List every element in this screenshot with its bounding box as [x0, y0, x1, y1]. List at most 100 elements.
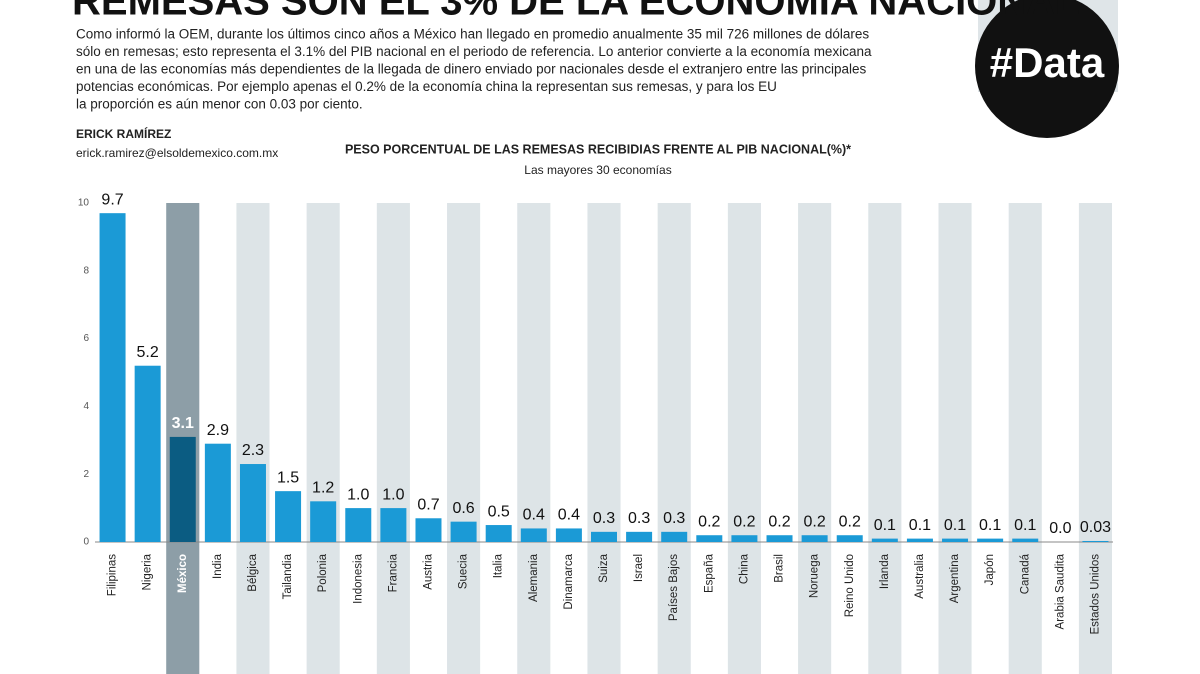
column-stripe [236, 203, 270, 674]
x-tick-label: Canadá [1019, 553, 1031, 594]
value-label: 5.2 [137, 344, 159, 361]
value-label: 2.3 [242, 442, 264, 459]
x-tick-label: Arabia Saudita [1054, 553, 1066, 629]
bar [591, 531, 617, 542]
body-text: Como informó la OEM, durante los últimos… [76, 27, 872, 112]
x-tick-label: India [212, 553, 224, 579]
email: erick.ramirez@elsoldemexico.com.mx [76, 146, 278, 160]
bar [766, 535, 793, 542]
x-tick-label: Argentina [949, 553, 961, 603]
value-label: 0.2 [733, 513, 755, 530]
value-label: 0.1 [909, 517, 931, 534]
column-stripe [868, 203, 902, 674]
badge-circle [975, 0, 1119, 138]
y-tick-label: 8 [83, 265, 89, 276]
x-tick-label: Italia [493, 553, 505, 578]
x-tick-label: Bélgica [247, 553, 259, 591]
bar [275, 491, 302, 542]
bar [450, 521, 477, 542]
column-stripe [657, 203, 691, 674]
x-tick-label: Australia [914, 553, 926, 598]
plot: 0 2 4 6 8 10 9.7 Filipinas 5.2 Nigeria 3.1 México 2.… [78, 191, 1113, 674]
bar [520, 528, 547, 542]
value-label: 3.1 [172, 415, 194, 432]
y-tick-label: 0 [83, 537, 89, 548]
value-label: 0.3 [593, 510, 615, 527]
y-tick-label: 6 [83, 333, 89, 344]
body-line: potencias económicas. Por ejemplo apenas… [76, 79, 777, 94]
bar [1012, 538, 1039, 542]
x-tick-label: Polonia [317, 553, 329, 592]
x-tick-label: China [738, 553, 750, 584]
body-line: sólo en remesas; esto representa el 3.1%… [76, 44, 872, 59]
bar [134, 365, 161, 542]
x-tick-label: Filipinas [107, 554, 119, 596]
bar [801, 535, 828, 542]
value-label: 1.2 [312, 480, 334, 497]
bar [626, 531, 653, 542]
value-label: 0.4 [558, 507, 580, 524]
body-line: en una de las economías más dependientes… [76, 62, 867, 77]
column-stripe [306, 203, 340, 674]
bar [661, 531, 688, 542]
y-tick-label: 2 [83, 469, 89, 480]
x-tick-label: Estados Unidos [1089, 554, 1101, 635]
column-stripe [1008, 203, 1042, 674]
value-label: 0.2 [839, 513, 861, 530]
value-label: 0.6 [452, 500, 474, 517]
author: ERICK RAMÍREZ [76, 126, 171, 141]
bar [380, 508, 407, 542]
chart-subtitle: Las mayores 30 economías [524, 163, 671, 177]
column-stripe [798, 203, 832, 674]
chart-title: PESO PORCENTUAL DE LAS REMESAS RECIBIDIA… [345, 142, 851, 156]
x-tick-label: España [703, 553, 715, 593]
bar [310, 501, 337, 542]
bar [696, 535, 723, 542]
body-line: Como informó la OEM, durante los últimos… [76, 27, 869, 42]
y-tick-label: 4 [83, 401, 89, 412]
x-tick-label: Alemania [528, 553, 540, 602]
x-tick-label: Indonesia [352, 553, 364, 603]
x-tick-label: Suecia [458, 553, 470, 589]
bar [731, 535, 758, 542]
column-stripe [938, 203, 972, 674]
bar [942, 538, 969, 542]
bar [415, 518, 442, 542]
x-tick-label: Países Bajos [668, 554, 680, 621]
x-tick-label: Japón [984, 554, 996, 585]
value-label: 0.3 [663, 510, 685, 527]
value-label: 1.5 [277, 469, 299, 486]
bar [906, 538, 933, 542]
column-stripe [447, 203, 481, 674]
x-tick-label: Noruega [809, 553, 821, 598]
body-line: la proporción es aún menor con 0.03 por … [76, 97, 363, 112]
bar [977, 538, 1004, 542]
value-label: 0.7 [417, 496, 439, 513]
column-stripe [376, 203, 410, 674]
bar [485, 525, 512, 542]
column-stripe [1078, 203, 1112, 674]
x-tick-label: Suiza [598, 553, 610, 582]
x-tick-label: Dinamarca [563, 553, 575, 609]
value-label: 0.1 [1014, 517, 1036, 534]
bar [836, 535, 863, 542]
column-stripe [587, 203, 621, 674]
value-label: 1.0 [382, 486, 404, 503]
y-tick-label: 10 [78, 198, 90, 209]
bar [204, 443, 231, 542]
bar [239, 464, 266, 542]
x-tick-label: Brasil [774, 554, 786, 583]
bar [1082, 540, 1109, 542]
value-label: 0.1 [944, 517, 966, 534]
value-label: 0.2 [698, 513, 720, 530]
value-label: 0.4 [523, 507, 545, 524]
value-label: 0.1 [874, 517, 896, 534]
x-tick-label: Israel [633, 554, 645, 582]
bar [555, 528, 582, 542]
value-label: 0.3 [628, 510, 650, 527]
value-label: 0.1 [979, 517, 1001, 534]
value-label: 2.9 [207, 422, 229, 439]
column-stripe [727, 203, 761, 674]
